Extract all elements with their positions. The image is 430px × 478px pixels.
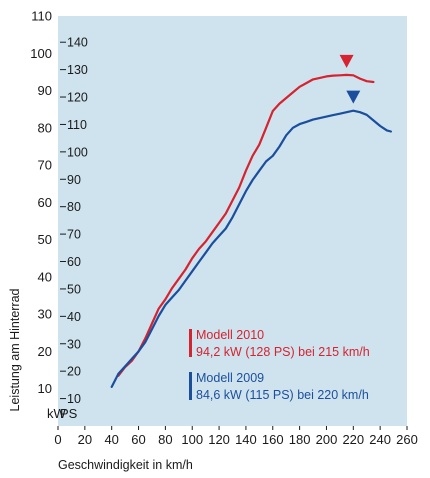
x-tick-label: 20 <box>78 432 92 447</box>
x-tick-label: 160 <box>262 432 284 447</box>
x-axis: 0 20 40 60 80 100 120 140 160 180 200 220 240 260 <box>54 426 418 447</box>
x-tick-label: 240 <box>369 432 391 447</box>
series-line-1 <box>110 109 392 388</box>
series-line-0 <box>117 73 375 377</box>
x-tick-label: 200 <box>316 432 338 447</box>
legend-swatch-2010 <box>189 329 192 357</box>
x-axis-title: Geschwindigkeit in km/h <box>58 458 193 472</box>
ps-tick-label: 90 <box>67 173 81 187</box>
legend-detail-2009: 84,6 kW (115 PS) bei 220 km/h <box>196 388 369 402</box>
ps-tick-label: 130 <box>67 63 88 77</box>
legend-label-2009: Modell 2009 <box>196 371 264 385</box>
legend: Modell 2010 94,2 kW (128 PS) bei 215 km/… <box>189 328 370 402</box>
ps-tick-label: 80 <box>67 200 81 214</box>
ps-tick-label: 140 <box>67 36 88 50</box>
kw-axis: 10 20 30 40 50 60 70 80 90 100 110 <box>30 9 52 397</box>
plot-background <box>58 16 407 426</box>
ps-tick-label: 10 <box>67 392 81 406</box>
peak-marker-0 <box>339 54 354 68</box>
peak-marker-1 <box>346 90 361 104</box>
ps-tick-label: 70 <box>67 228 81 242</box>
peak-markers <box>339 54 361 104</box>
y-axis-title: Leistung am Hinterrad <box>8 288 22 411</box>
x-tick-label: 0 <box>54 432 61 447</box>
kw-tick-label: 30 <box>38 307 52 322</box>
ps-tick-label: 30 <box>67 337 81 351</box>
ps-tick-label: 60 <box>67 255 81 269</box>
kw-tick-label: 50 <box>38 232 52 247</box>
x-tick-label: 260 <box>396 432 418 447</box>
kw-tick-label: 60 <box>38 195 52 210</box>
x-tick-label: 220 <box>342 432 364 447</box>
kw-tick-label: 70 <box>38 158 52 173</box>
ps-tick-label: 120 <box>67 91 88 105</box>
kw-tick-label: 110 <box>31 9 52 24</box>
x-tick-label: 40 <box>104 432 118 447</box>
ps-tick-label: 40 <box>67 310 81 324</box>
kw-tick-label: 40 <box>38 269 52 284</box>
kw-tick-label: 80 <box>38 120 52 135</box>
ps-tick-label: 100 <box>67 145 88 159</box>
kw-tick-label: 90 <box>38 83 52 98</box>
ps-unit-label: PS <box>60 406 78 421</box>
legend-label-2010: Modell 2010 <box>196 328 264 342</box>
ps-axis: 10 20 30 40 50 60 70 80 90 100 110 120 130 140 <box>60 36 88 406</box>
x-tick-label: 120 <box>208 432 230 447</box>
x-tick-label: 100 <box>181 432 203 447</box>
kw-tick-label: 20 <box>38 344 52 359</box>
ps-tick-label: 50 <box>67 282 81 296</box>
x-tick-label: 180 <box>289 432 311 447</box>
kw-tick-label: 10 <box>38 381 52 396</box>
legend-swatch-2009 <box>189 372 192 400</box>
x-tick-label: 60 <box>131 432 145 447</box>
x-tick-label: 80 <box>158 432 172 447</box>
ps-tick-label: 20 <box>67 365 81 379</box>
legend-detail-2010: 94,2 kW (128 PS) bei 215 km/h <box>196 345 370 359</box>
ps-tick-label: 110 <box>67 118 87 132</box>
kw-unit-label: kW <box>47 406 67 421</box>
x-tick-label: 140 <box>235 432 257 447</box>
series-lines <box>110 73 392 388</box>
kw-tick-label: 100 <box>30 46 52 61</box>
